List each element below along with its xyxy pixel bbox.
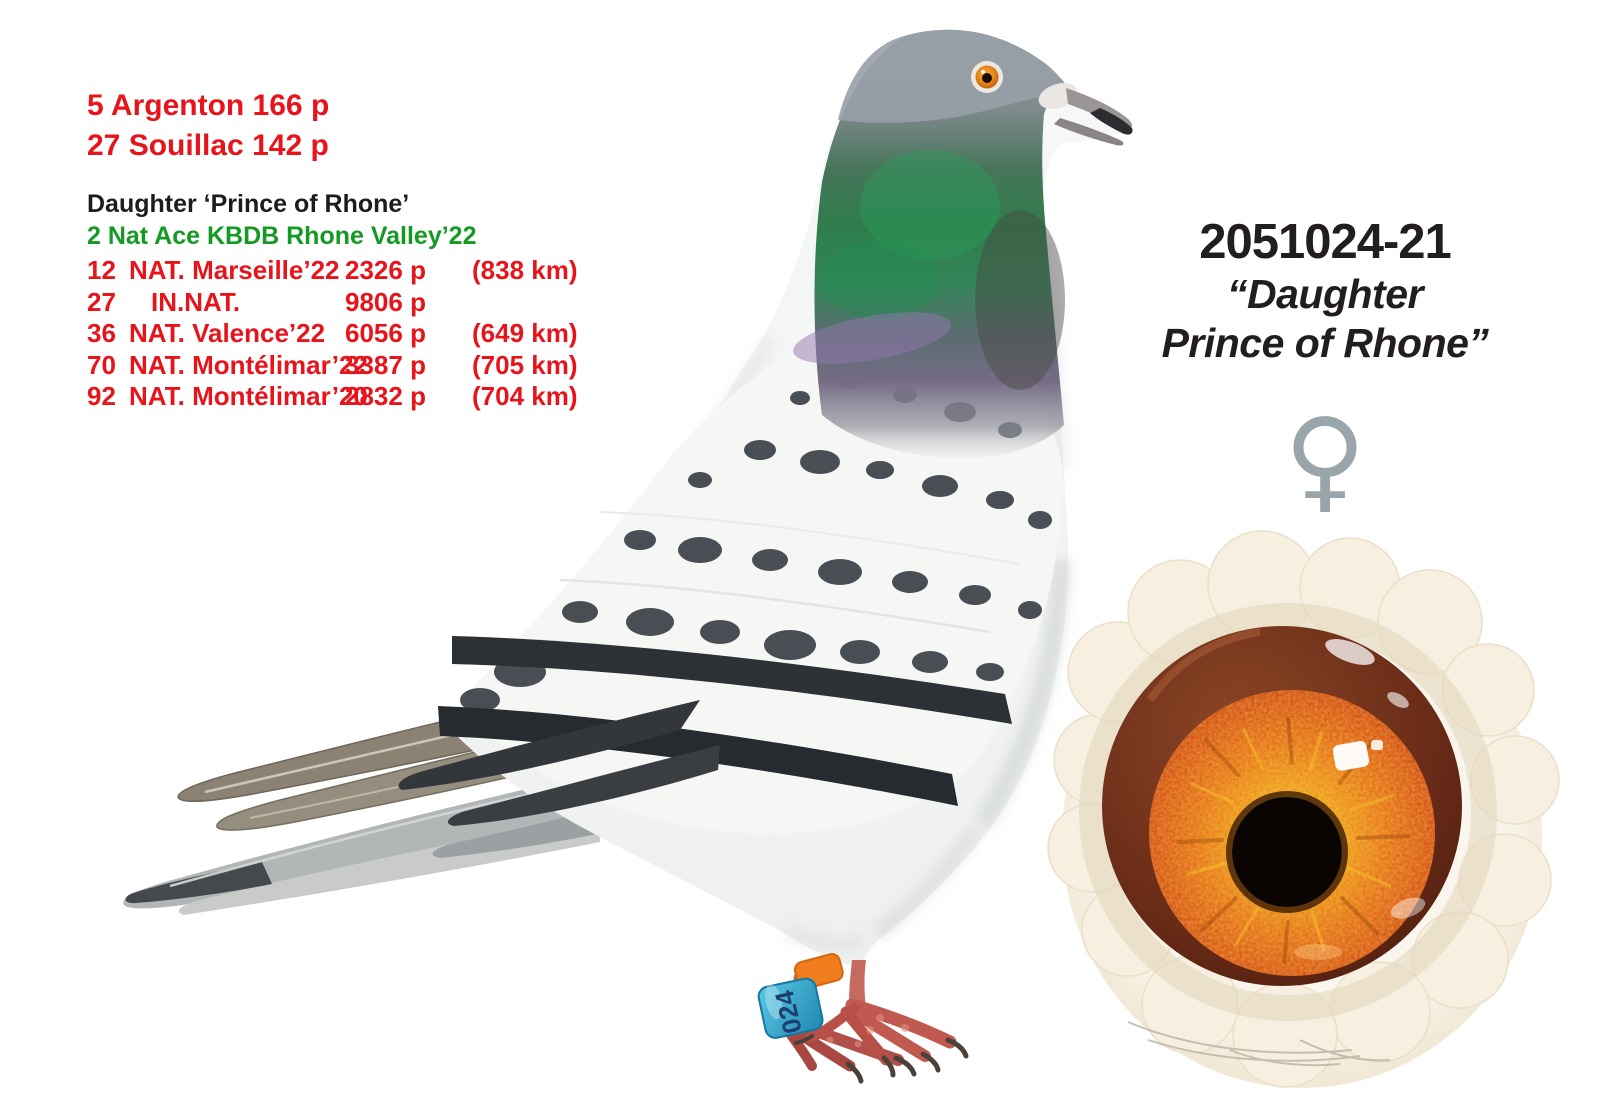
result-line-2: 27 Souillac 142 p: [87, 129, 329, 162]
results-table: 12 NAT. Marseille’22 2326 p (838 km) 27 …: [87, 255, 578, 413]
result-race: IN.NAT.: [151, 286, 241, 317]
eye-fluff-feathers: [1127, 1021, 1391, 1067]
result-row: 70 NAT. Montélimar’22 3387 p (705 km): [87, 350, 578, 382]
result-rank: 12: [87, 255, 116, 285]
result-row: 27 IN.NAT. 9806 p: [87, 287, 578, 319]
eye-photo: [1047, 530, 1560, 1088]
result-race: NAT. Montélimar’20: [129, 381, 368, 412]
result-distance: (838 km): [472, 255, 578, 285]
result-distance: (649 km): [472, 318, 578, 349]
result-rank: 36: [87, 318, 116, 349]
result-distance: (704 km): [472, 381, 578, 412]
bird-name-line-2: Prince of Rhone”: [1161, 320, 1489, 366]
result-birds: 2326 p: [345, 255, 426, 285]
ring-number: 2051024-21: [1199, 215, 1452, 269]
result-birds: 6056 p: [345, 318, 426, 349]
bird-name-line-1: “Daughter: [1227, 271, 1423, 317]
head: [838, 29, 1133, 146]
result-row: 12 NAT. Marseille’22 2326 p (838 km): [87, 255, 578, 287]
result-row: 92 NAT. Montélimar’20 2832 p (704 km): [87, 381, 578, 413]
result-rank: 70: [87, 349, 116, 380]
top-results: 5 Argenton 166 p 27 Souillac 142 p: [87, 86, 329, 166]
pedigree-title: Daughter ‘Prince of Rhone’: [87, 190, 410, 218]
result-birds: 9806 p: [345, 286, 426, 317]
legs-and-feet: 024: [757, 953, 969, 1084]
result-line-1: 5 Argenton 166 p: [87, 89, 330, 122]
wing-secondaries: [398, 700, 720, 826]
result-birds: 2832 p: [345, 381, 426, 412]
result-distance: [472, 287, 578, 319]
result-race: NAT. Montélimar’22: [129, 349, 368, 380]
front-foot: [794, 998, 969, 1078]
eye-pupil: [1232, 797, 1342, 907]
result-rank: 92: [87, 381, 116, 412]
female-icon: ♀: [1283, 395, 1367, 525]
pedigree-block: Daughter ‘Prince of Rhone’ 2 Nat Ace KBD…: [87, 188, 578, 413]
result-birds: 3387 p: [345, 349, 426, 380]
result-race: NAT. Valence’22: [129, 318, 326, 349]
result-distance: (705 km): [472, 349, 578, 380]
result-row: 36 NAT. Valence’22 6056 p (649 km): [87, 318, 578, 350]
ace-line: 2 Nat Ace KBDB Rhone Valley’22: [87, 222, 477, 250]
neck: [793, 29, 1072, 459]
result-rank: 27: [87, 286, 116, 317]
bird-id-block: 2051024-21 “Daughter Prince of Rhone”: [1140, 214, 1510, 368]
result-race: NAT. Marseille’22: [129, 255, 340, 285]
leg-band: [757, 977, 824, 1039]
